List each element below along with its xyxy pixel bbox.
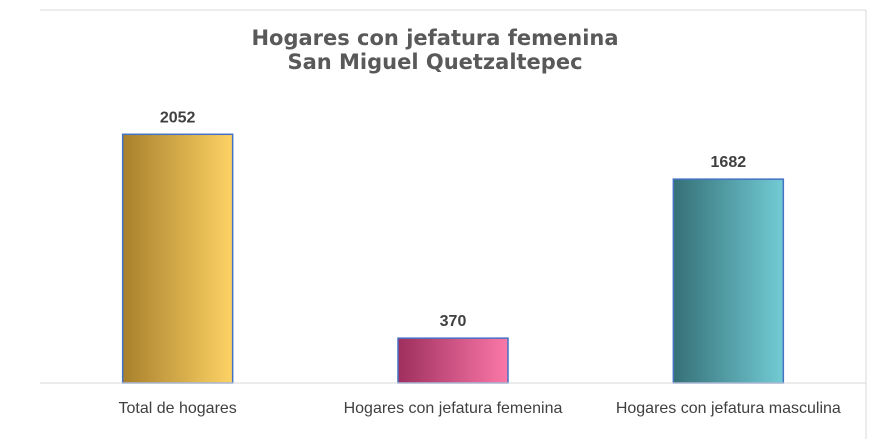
- bar: [121, 133, 234, 384]
- chart-title: Hogares con jefatura femenina: [251, 26, 619, 50]
- value-label: 370: [440, 313, 467, 330]
- value-label: 1682: [711, 154, 747, 171]
- bar: [672, 178, 785, 384]
- bar: [397, 337, 509, 384]
- value-label: 2052: [160, 109, 196, 126]
- chart-subtitle: San Miguel Quetzaltepec: [287, 50, 583, 74]
- x-tick-label: Hogares con jefatura femenina: [343, 400, 563, 417]
- x-tick-label: Total de hogares: [118, 400, 237, 417]
- x-tick-label: Hogares con jefatura masculina: [615, 400, 841, 417]
